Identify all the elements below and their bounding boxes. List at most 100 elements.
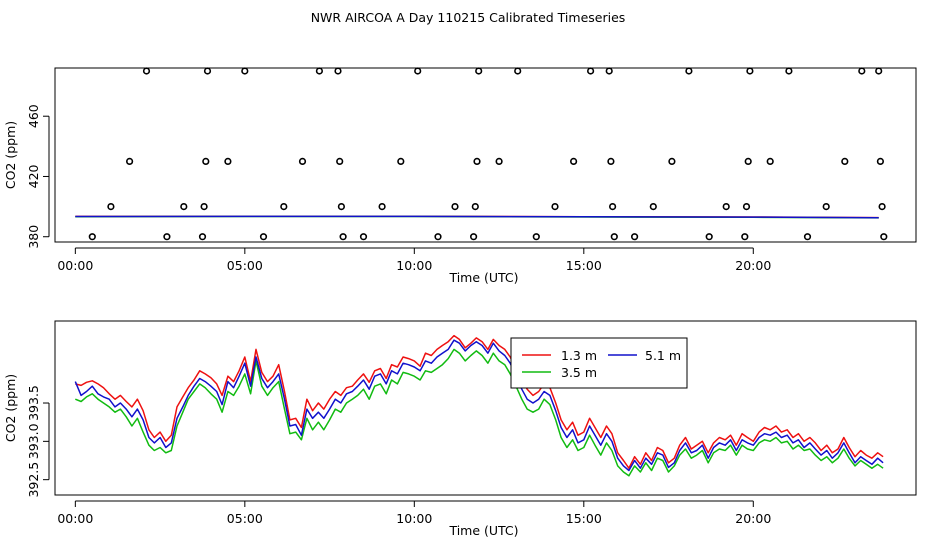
bottom-y-tick-label: 392.5 [26,462,41,498]
top-data-point [434,233,442,241]
bottom-y-axis-label: CO2 (ppm) [3,374,18,442]
bottom-y-tick-label: 393.0 [26,423,41,459]
top-data-point [475,67,483,75]
bottom-x-tick-label: 20:00 [735,511,771,526]
legend-label-1-3m: 1.3 m [561,348,597,363]
top-data-point [878,203,886,211]
top-panel: 380 420 460 00:00 05:00 10:00 15:00 20:00 Time… [3,67,917,285]
top-data-point [741,233,749,241]
top-data-point [473,157,481,165]
top-x-axis-label: Time (UTC) [448,270,518,285]
bottom-x-tick-label: 05:00 [227,511,263,526]
top-data-point [339,233,347,241]
top-data-point [359,233,368,241]
bottom-series-line-1-3-m [75,334,884,469]
top-data-point [668,157,676,165]
bottom-x-axis-label: Time (UTC) [448,523,518,538]
legend-label-5-1m: 5.1 m [645,348,681,363]
top-data-point [746,67,754,75]
top-data-point [630,233,639,241]
top-data-point [107,203,115,211]
legend-box [510,337,688,389]
top-data-point [315,67,324,75]
bottom-series-line-3-5-m [75,348,884,477]
top-data-point [334,67,342,75]
bottom-panel: 392.5 393.0 393.5 00:00 05:00 10:00 15:00 20:0… [3,320,917,538]
top-data-point [803,233,812,241]
legend-label-3-5m: 3.5 m [561,365,597,380]
legend: 1.3 m 5.1 m 3.5 m [510,337,688,389]
top-data-point [742,203,751,211]
top-data-point [198,233,207,241]
top-data-point [471,203,479,211]
top-data-point [280,203,288,211]
top-data-point [858,67,866,75]
top-data-point [378,203,386,211]
top-data-point [610,233,618,241]
top-data-point [785,67,793,75]
top-data-point [841,157,849,165]
bottom-x-tick-label: 00:00 [57,511,93,526]
top-data-point [608,203,617,211]
top-plot-frame [54,67,917,243]
top-data-point [880,233,888,241]
top-data-point [876,157,885,165]
top-data-point [607,157,615,165]
bottom-series-lines [74,334,884,477]
top-series-line-5-1-m [75,215,879,219]
top-series-lines [75,215,879,219]
top-data-point [551,203,559,211]
top-data-point [414,67,422,75]
bottom-y-axis: 392.5 393.0 393.5 [26,385,50,498]
top-data-point [202,157,210,165]
top-data-point [451,203,459,211]
top-y-axis-label: CO2 (ppm) [3,121,18,189]
bottom-x-tick-label: 10:00 [396,511,432,526]
top-x-tick-label: 05:00 [227,258,263,273]
top-data-point [259,233,268,241]
top-x-tick-label: 20:00 [735,258,771,273]
top-data-point [203,67,212,75]
bottom-x-tick-label: 15:00 [566,511,602,526]
top-data-point [200,203,208,211]
top-y-tick-label: 420 [26,164,41,188]
bottom-x-axis: 00:00 05:00 10:00 15:00 20:00 [57,500,771,526]
top-data-point [163,233,171,241]
top-data-point [470,233,478,241]
bottom-plot-frame [54,320,917,496]
top-data-point [722,203,730,211]
top-data-point [495,157,503,165]
bottom-series-line-5-1-m [74,339,884,472]
top-data-point [649,203,657,211]
top-y-tick-label: 460 [26,104,41,128]
top-data-point [142,67,151,75]
top-data-point [241,67,249,75]
top-data-point [337,203,346,211]
top-data-point [586,67,595,75]
top-data-point [336,157,344,165]
top-data-point [822,203,830,211]
top-data-point [126,157,134,165]
top-points [88,67,888,241]
top-y-tick-label: 380 [26,225,41,249]
top-data-point [605,67,613,75]
top-data-point [705,233,713,241]
top-data-point [180,203,188,211]
top-data-point [298,157,307,165]
figure-title: NWR AIRCOA A Day 110215 Calibrated Times… [311,10,626,25]
top-y-axis: 380 420 460 [26,104,50,249]
top-data-point [88,233,96,241]
bottom-y-tick-label: 393.5 [26,385,41,421]
top-x-tick-label: 10:00 [396,258,432,273]
top-data-point [514,67,522,75]
top-data-point [766,157,774,165]
top-data-point [397,157,405,165]
top-data-point [744,157,752,165]
top-x-tick-label: 00:00 [57,258,93,273]
top-x-tick-label: 15:00 [566,258,602,273]
top-data-point [224,157,232,165]
top-data-point [875,67,883,75]
top-data-point [685,67,693,75]
top-data-point [532,233,540,241]
